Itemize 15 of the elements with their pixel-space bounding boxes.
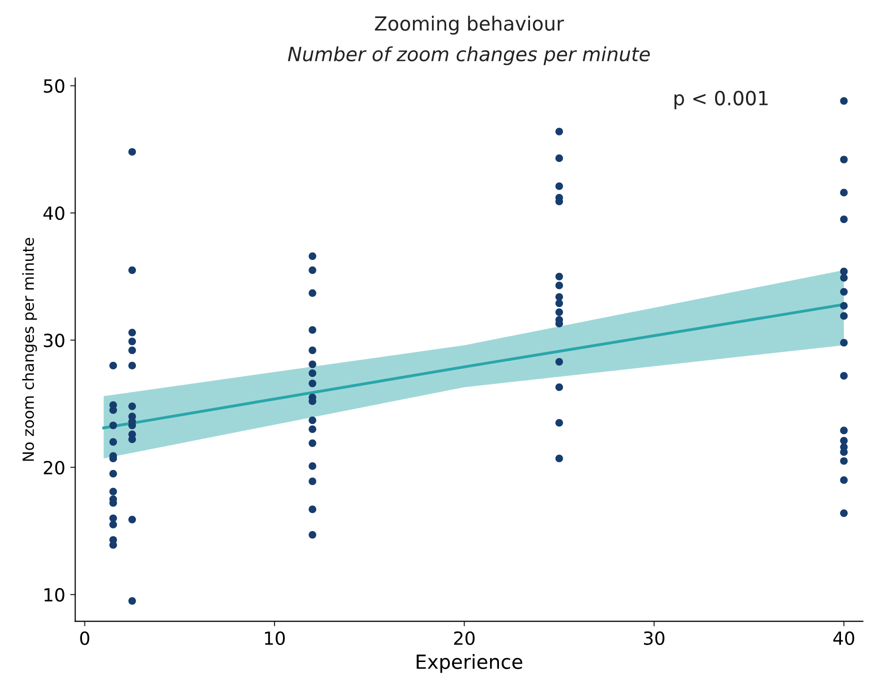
- x-tick-label: 30: [644, 631, 664, 645]
- annotation: p < 0.001: [674, 90, 768, 110]
- chart-title: Zooming behaviour: [374, 16, 564, 35]
- x-tick-label: 20: [454, 631, 475, 645]
- x-axis-title: Experience: [416, 654, 522, 673]
- chart-subtitle: Number of zoom changes per minute: [288, 46, 650, 66]
- y-tick-label: 20: [44, 460, 64, 474]
- y-tick-label: 40: [43, 206, 64, 220]
- x-tick-label: 0: [80, 631, 90, 645]
- y-axis-title: No zoom changes per minute: [22, 238, 37, 461]
- x-tick-label: 10: [265, 631, 285, 645]
- y-tick-label: 30: [44, 334, 64, 348]
- y-tick-label: 50: [44, 79, 64, 93]
- x-tick-label: 40: [833, 631, 854, 645]
- y-tick-label: 10: [44, 588, 64, 602]
